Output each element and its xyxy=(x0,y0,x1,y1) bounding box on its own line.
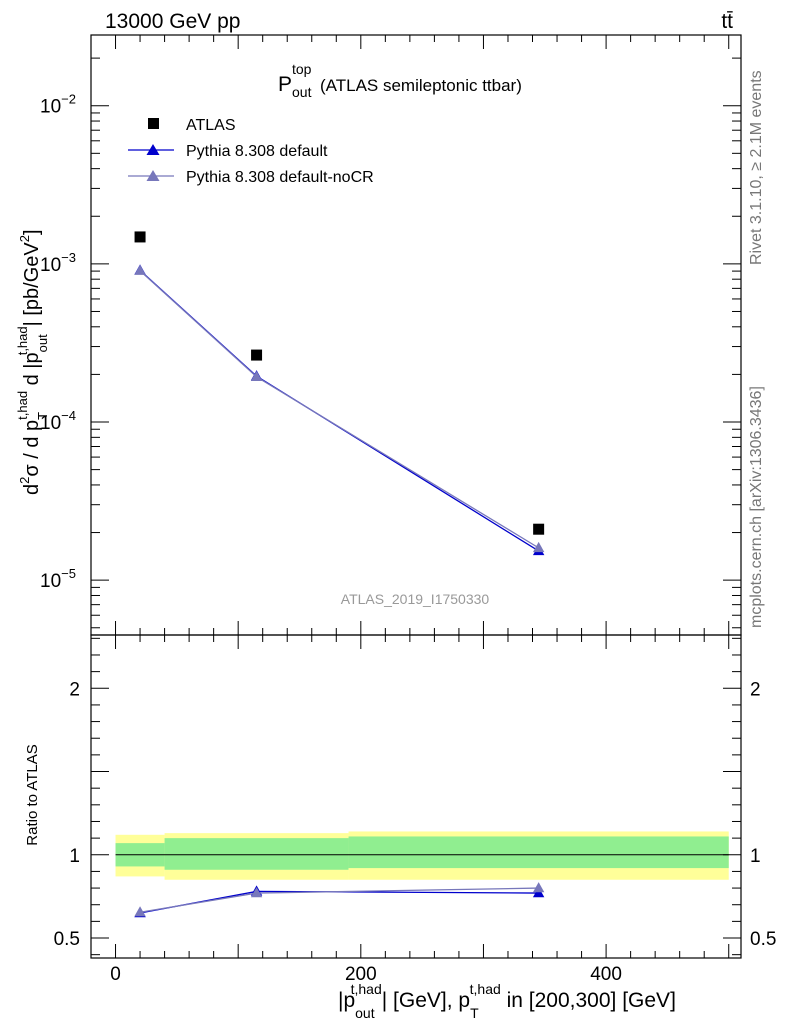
plot-title: P top out (ATLAS semileptonic ttbar) xyxy=(278,61,522,100)
energy-label: 13000 GeV pp xyxy=(105,10,240,33)
ratio-y-tick-label-right: 2 xyxy=(750,679,761,700)
ratio-uncertainty-bands xyxy=(115,831,729,880)
main-data-series xyxy=(134,231,545,556)
legend-marker-default xyxy=(146,144,160,155)
ratio-y-tick-label-right: 1 xyxy=(750,846,761,867)
legend-marker-nocr xyxy=(146,170,160,181)
ratio-y-tick-label-left: 1 xyxy=(69,846,80,867)
ratio-series-1-point xyxy=(250,887,263,898)
analysis-id-label: ATLAS_2019_I1750330 xyxy=(341,591,490,607)
ratio-y-tick-label-left: 0.5 xyxy=(54,929,80,950)
legend: ATLAS Pythia 8.308 default Pythia 8.308 … xyxy=(128,117,374,186)
x-tick-label: 0 xyxy=(110,964,121,985)
plot-title-rest: (ATLAS semileptonic ttbar) xyxy=(320,76,522,95)
ratio-axis-ticks: 0.5 0.5 1 1 2 2 0 200 400 xyxy=(54,635,776,985)
series-line-2 xyxy=(139,270,539,549)
legend-label-atlas: ATLAS xyxy=(186,117,236,134)
x-tick-label: 200 xyxy=(345,964,377,985)
legend-marker-atlas xyxy=(148,118,159,129)
ratio-line-1 xyxy=(139,887,539,913)
stat-uncertainty-band-2 xyxy=(348,836,729,869)
ratio-plot-frame xyxy=(90,634,742,959)
ratio-y-tick-label-right: 0.5 xyxy=(750,929,776,950)
ratio-series-1-point xyxy=(532,882,545,893)
ratio-y-axis-label: Ratio to ATLAS xyxy=(24,744,41,845)
process-label: tt̄ xyxy=(721,10,733,33)
ratio-y-tick-label-left: 2 xyxy=(69,679,80,700)
rivet-version-label: Rivet 3.1.10, ≥ 2.1M events xyxy=(748,70,765,265)
series-line-1 xyxy=(139,269,539,552)
main-y-tick-label: 10−4 xyxy=(40,408,76,434)
legend-label-default: Pythia 8.308 default xyxy=(186,143,328,160)
legend-label-nocr: Pythia 8.308 default-noCR xyxy=(186,169,374,186)
ratio-data-series xyxy=(134,882,545,918)
stat-uncertainty-band-1 xyxy=(164,838,349,870)
plot-title-sub: out xyxy=(292,84,312,100)
x-tick-label: 400 xyxy=(590,964,622,985)
mcplots-label: mcplots.cern.ch [arXiv:1306.3436] xyxy=(748,386,765,628)
ratio-series-1-point xyxy=(134,906,146,917)
atlas-data-point xyxy=(134,231,146,243)
series-2-point xyxy=(250,370,263,382)
series-2-point xyxy=(134,264,146,275)
series-2-point xyxy=(532,541,545,553)
plot-title-main: P xyxy=(278,73,292,96)
atlas-data-point xyxy=(533,523,545,535)
main-y-axis-label: d2σ / d pTt,had d |poutt,had| [pb/GeV2] xyxy=(15,229,50,495)
main-y-tick-label: 10−3 xyxy=(40,250,76,276)
atlas-data-point xyxy=(251,349,263,361)
svg-text:d2σ / d pTt,had d |poutt,had|: d2σ / d pTt,had d |poutt,had| [pb/GeV2] xyxy=(15,229,50,495)
main-y-tick-label: 10−5 xyxy=(40,566,76,592)
main-axis-ticks: 10−5 10−4 10−3 10−2 xyxy=(40,35,741,635)
svg-text:|poutt,had| [GeV], pTt,had in: |poutt,had| [GeV], pTt,had in [200,300] … xyxy=(338,981,676,1021)
main-y-tick-label: 10−2 xyxy=(40,92,76,118)
plot-title-sup: top xyxy=(292,61,312,77)
x-axis-label: |poutt,had| [GeV], pTt,had in [200,300] … xyxy=(338,981,676,1021)
